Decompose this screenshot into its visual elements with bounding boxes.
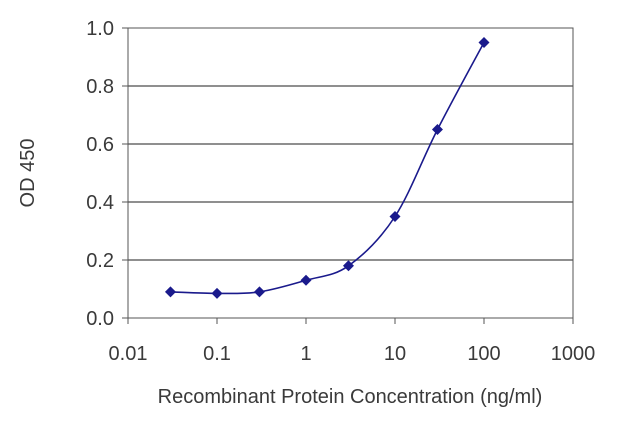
grid-lines (128, 85, 573, 261)
data-point (478, 37, 490, 48)
x-tick-label: 1 (300, 343, 311, 365)
y-tick-label: 0.2 (86, 250, 114, 272)
plot-area (127, 27, 574, 319)
y-axis: 0.0 0.2 0.4 0.6 0.8 1.0 (86, 18, 128, 330)
data-point (253, 286, 265, 298)
data-point (300, 274, 312, 286)
y-tick-label: 0.4 (86, 192, 114, 214)
x-tick-label: 1000 (551, 343, 596, 365)
data-point (164, 286, 176, 298)
data-point (342, 260, 354, 272)
data-points (164, 37, 490, 299)
data-point (431, 124, 443, 135)
y-tick-label: 1.0 (86, 18, 114, 40)
x-tick-label: 0.1 (203, 343, 231, 365)
y-axis-title: OD 450 (17, 139, 39, 208)
y-tick-label: 0.0 (86, 308, 114, 330)
x-tick-label: 100 (467, 343, 500, 365)
x-axis-title: Recombinant Protein Concentration (ng/ml… (158, 386, 543, 408)
x-axis: 0.01 0.1 1 10 100 1000 (109, 318, 596, 365)
data-point (211, 287, 223, 299)
x-tick-label: 10 (384, 343, 406, 365)
x-tick-label: 0.01 (109, 343, 148, 365)
data-point (389, 211, 401, 222)
y-tick-label: 0.8 (86, 76, 114, 98)
series-line (170, 42, 485, 295)
y-tick-label: 0.6 (86, 134, 114, 156)
